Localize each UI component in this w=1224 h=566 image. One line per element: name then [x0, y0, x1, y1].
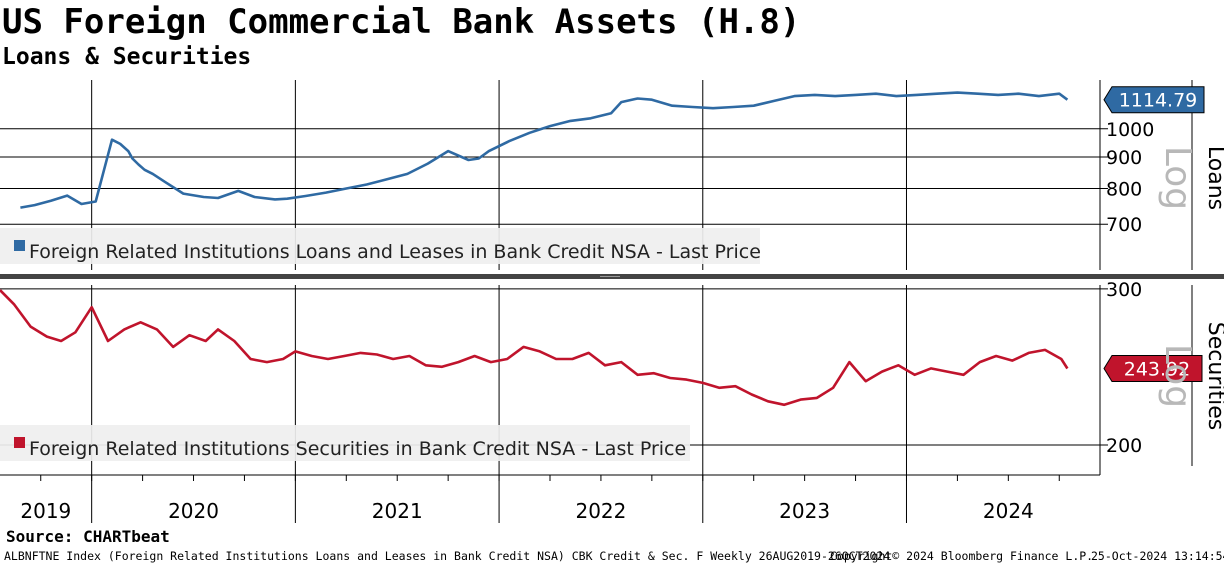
securities-legend-box: [0, 425, 690, 461]
securities-side-label: Securities: [1203, 322, 1224, 430]
securities-series-line: [0, 289, 1069, 407]
loans-y-tick-label: 700: [1106, 214, 1142, 236]
axis-layer: 2019 2020 2021 2022 2023 2024 700 800 900 1000 111…: [20, 86, 1224, 523]
securities-last-value-tag: [1103, 355, 1203, 383]
chart-title: US Foreign Commercial Bank Assets (H.8): [2, 2, 801, 42]
x-tick-label: 2022: [575, 499, 626, 523]
loans-y-tick-label: 1000: [1106, 119, 1154, 141]
footer-timestamp: 25-Oct-2024 13:14:54: [1091, 549, 1224, 563]
loans-y-tick-label: 800: [1106, 179, 1142, 201]
footer-copyright: Copyright© 2024 Bloomberg Finance L.P.: [830, 549, 1094, 563]
securities-last-value: 243.92: [1124, 359, 1190, 381]
loans-legend-label: Foreign Related Institutions Loans and L…: [29, 241, 761, 263]
x-tick-label: 2019: [20, 499, 71, 523]
loans-series-line: [20, 91, 1069, 209]
x-tick-label: 2020: [168, 499, 219, 523]
securities-log-scale-label: Log: [1157, 344, 1198, 408]
loans-last-value: 1114.79: [1119, 90, 1198, 112]
loans-legend-swatch: [14, 240, 25, 251]
legend-layer: Foreign Related Institutions Loans and L…: [0, 228, 761, 461]
series-layer: [0, 91, 1069, 407]
x-tick-label: 2024: [983, 499, 1034, 523]
loans-last-value-tag: [1103, 86, 1205, 114]
chart-subtitle: Loans & Securities: [2, 44, 252, 70]
x-tick-label: 2021: [372, 499, 423, 523]
x-tick-label: 2023: [779, 499, 830, 523]
source-note: Source: CHARTbeat: [6, 527, 170, 546]
securities-y-tick-label: 200: [1106, 435, 1142, 457]
securities-legend-swatch: [14, 437, 25, 448]
securities-legend-label: Foreign Related Institutions Securities …: [29, 438, 686, 460]
loans-y-tick-label: 900: [1106, 147, 1142, 169]
loans-log-scale-label: Log: [1157, 146, 1198, 210]
loans-legend-box: [0, 228, 760, 264]
footer-description: ALBNFTNE Index (Foreign Related Institut…: [4, 549, 891, 563]
loans-side-label: Loans: [1203, 146, 1224, 210]
securities-y-tick-label: 300: [1106, 279, 1142, 301]
